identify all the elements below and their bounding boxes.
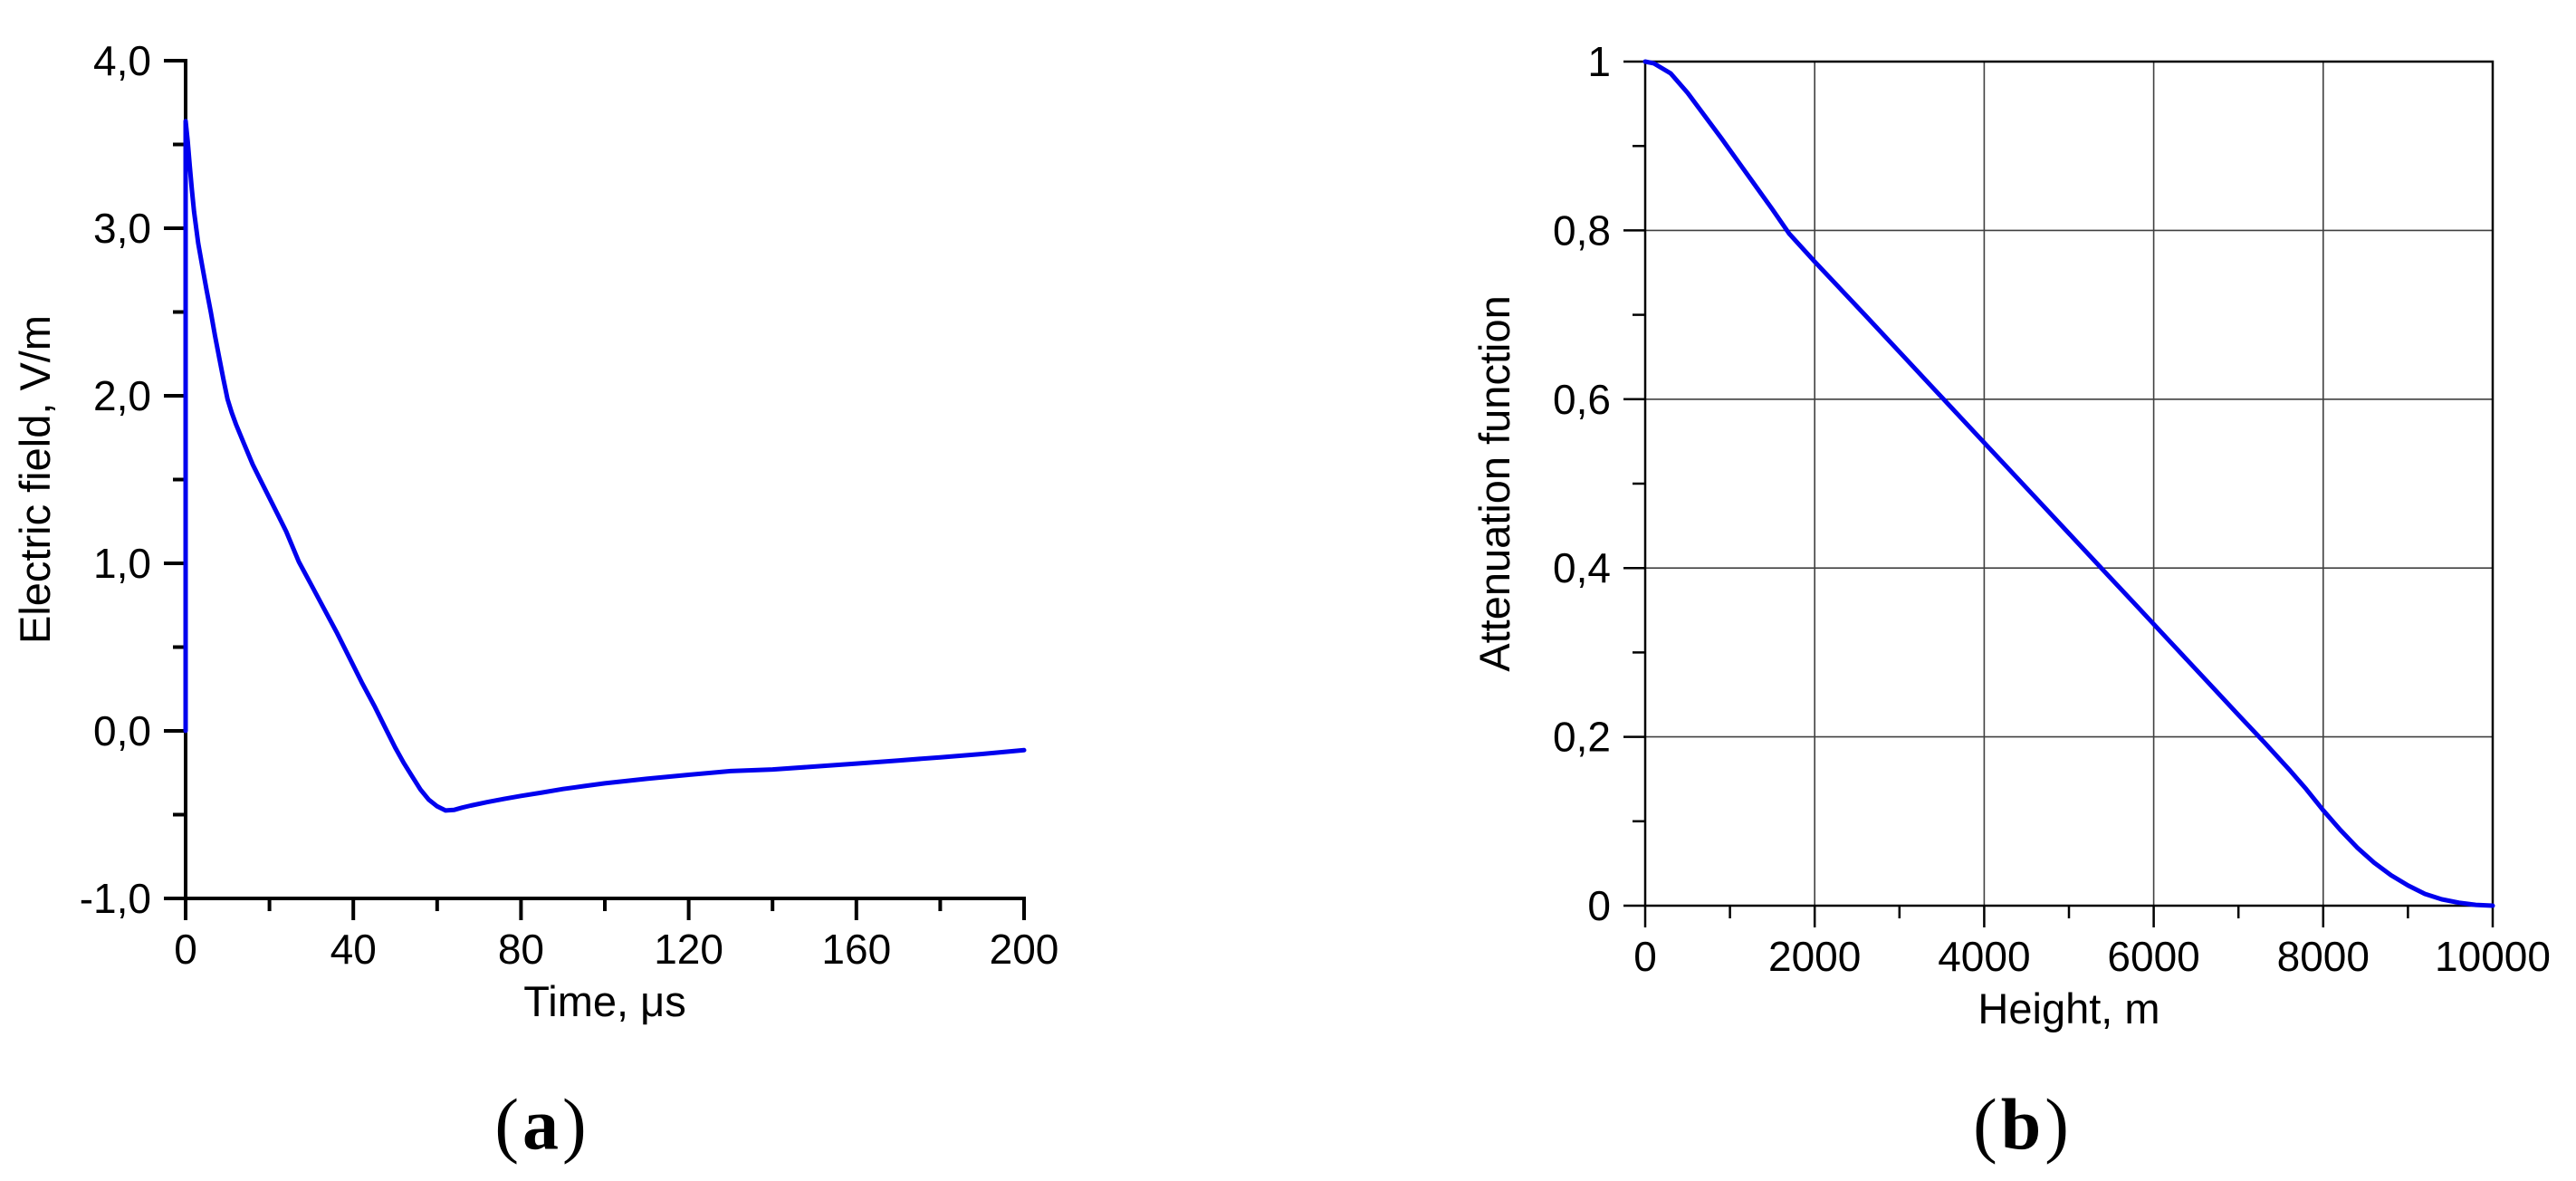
panel-a-y-tick-label: 0,0 [93,707,151,754]
panel-b-curve-attenuation-function [1642,59,2495,908]
panel-b-x-tick-label: 4000 [1938,933,2030,980]
panel-a-y-tick-label: -1,0 [80,875,151,922]
panel-a-x-tick-label: 120 [654,926,723,973]
panel-a-x-tick-label: 160 [821,926,891,973]
caption-a-close-paren: ) [562,1085,587,1166]
panel-b-caption: (b) [1973,1085,2069,1167]
caption-b-letter: b [2000,1085,2042,1166]
caption-b-close-paren: ) [2045,1085,2069,1166]
panel-b-x-axis-title: Height, m [1977,984,2159,1032]
panel-a-x-tick-label: 40 [330,926,377,973]
panel-a-y-tick-label: 1,0 [93,540,151,587]
panel-a-y-tick-label: 4,0 [93,37,151,84]
panel-a-y-tick-label: 3,0 [93,205,151,252]
panel-b-y-tick-label: 1 [1587,38,1611,85]
panel-b-x-tick-label: 6000 [2107,933,2199,980]
panel-a-x-tick-label: 200 [990,926,1059,973]
panel-b-y-tick-label: 0 [1587,882,1611,929]
panel-a-curve-electric-field-waveform [183,119,1027,813]
caption-a-letter: a [522,1085,559,1166]
panel-a-x-tick-label: 80 [498,926,544,973]
panel-b-x-tick-label: 8000 [2277,933,2370,980]
panel-b-y-tick-label: 0,6 [1553,376,1611,423]
panel-b-y-axis-title: Attenuation function [1470,295,1518,671]
panel-a-y-axis-title: Electric field, V/m [11,315,59,644]
panel-a-x-tick-label: 0 [174,926,197,973]
panel-b-x-tick-label: 0 [1633,933,1657,980]
panel-b-y-tick-label: 0,4 [1553,544,1611,591]
panel-b-x-tick-label: 10000 [2435,933,2551,980]
panel-a-y-tick-label: 2,0 [93,372,151,419]
panel-b-y-tick-label: 0,8 [1553,206,1611,254]
caption-b-open-paren: ( [1973,1085,1997,1166]
panel-b-x-tick-label: 2000 [1768,933,1861,980]
panel-a-caption: (a) [494,1085,586,1167]
panel-b-plot-frame [1643,60,2495,907]
panel-a-x-axis-title: Time, μs [523,977,685,1025]
panel-b-y-tick-label: 0,2 [1553,714,1611,761]
caption-a-open-paren: ( [494,1085,519,1166]
